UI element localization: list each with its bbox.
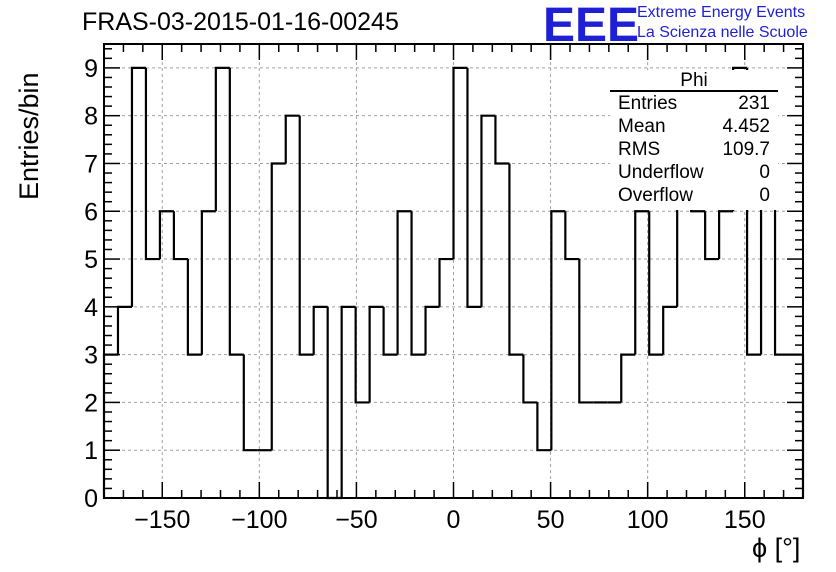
x-axis-label: ϕ [°] [752, 533, 801, 563]
y-tick-label: 2 [84, 389, 98, 417]
stats-key: Overflow [618, 185, 693, 206]
histogram-bin [200, 210, 216, 355]
stats-row-rms: RMS 109.7 [618, 139, 770, 162]
x-tick-label: 50 [537, 506, 565, 534]
histogram-bin [340, 305, 356, 498]
x-tick-label: −100 [231, 506, 287, 534]
histogram-bin [438, 257, 454, 307]
stats-row-entries: Entries 231 [618, 93, 770, 116]
x-tick-label: 150 [724, 506, 766, 534]
histogram-bin [578, 259, 594, 404]
stats-key: Mean [618, 116, 666, 137]
histogram-bin [116, 305, 132, 355]
histogram-bin [312, 305, 328, 355]
x-tick-label: −50 [335, 506, 377, 534]
histogram-bin [228, 67, 244, 356]
histogram-bin [396, 210, 412, 355]
histogram-bin [773, 163, 790, 356]
histogram-bin [284, 114, 300, 164]
histogram-bin [298, 115, 314, 356]
histogram-bin [536, 402, 552, 452]
histogram-bin [648, 211, 664, 356]
stats-key: Entries [618, 93, 678, 114]
histogram-bin [564, 211, 580, 261]
histogram-bin [704, 211, 720, 261]
stats-row-mean: Mean 4.452 [618, 116, 770, 139]
histogram-bin [550, 210, 566, 451]
histogram-bin [186, 259, 202, 356]
histogram-bin [354, 306, 370, 404]
y-axis-label: Entries/bin [14, 72, 44, 200]
histogram-bin [452, 66, 468, 260]
y-tick-label: 0 [84, 485, 98, 513]
stats-key: Underflow [618, 162, 704, 183]
histogram-bin [158, 210, 174, 260]
stats-value: 109.7 [722, 139, 770, 160]
histogram-bin [494, 115, 510, 165]
chart-title: FRAS-03-2015-01-16-00245 [82, 8, 399, 36]
y-tick-label: 9 [84, 55, 98, 83]
stats-value: 4.452 [722, 116, 770, 137]
x-tick-label: 100 [627, 506, 669, 534]
histogram-bin [480, 114, 496, 307]
histogram-bin [466, 67, 482, 308]
logo-line-1: Extreme Energy Events [637, 4, 806, 21]
histogram-bin [102, 353, 118, 498]
histogram-bin [242, 354, 258, 452]
y-tick-label: 8 [84, 103, 98, 131]
histogram-bin [410, 211, 426, 356]
stats-row-underflow: Underflow 0 [618, 162, 770, 185]
histogram-bin [144, 67, 160, 261]
histogram-bin [620, 353, 636, 403]
histogram-bin [789, 353, 805, 498]
histogram-bin [214, 66, 230, 212]
stats-key: RMS [618, 139, 661, 160]
y-tick-label: 5 [84, 246, 98, 274]
histogram-bin [634, 210, 650, 355]
stats-value: 0 [759, 185, 770, 206]
histogram-bin [508, 163, 524, 356]
logo-line-2: La Scienza nelle Scuole [637, 24, 808, 41]
y-tick-label: 1 [84, 437, 98, 465]
stats-value: 0 [759, 162, 770, 183]
histogram-bin [424, 305, 440, 355]
histogram-bin [522, 354, 538, 404]
stats-title: Phi [680, 70, 708, 91]
y-tick-label: 3 [84, 342, 98, 370]
histogram-bin [270, 162, 286, 451]
eee-logo: EEE [543, 0, 640, 52]
stats-divider [610, 90, 778, 92]
x-tick-label: −150 [134, 506, 190, 534]
y-tick-label: 4 [84, 294, 98, 322]
histogram-bin [718, 210, 734, 260]
histogram-bin [172, 211, 188, 261]
x-tick-label: 0 [447, 506, 461, 534]
y-tick-label: 6 [84, 198, 98, 226]
histogram-bin [130, 66, 146, 307]
y-tick-label: 7 [84, 150, 98, 178]
histogram-bin [662, 305, 678, 355]
stats-box: Phi Entries 231 Mean 4.452 RMS 109.7 Und… [610, 70, 778, 210]
histogram-bin [368, 305, 384, 403]
stats-row-overflow: Overflow 0 [618, 185, 770, 208]
histogram-bin [382, 306, 398, 356]
stats-value: 231 [738, 93, 770, 114]
